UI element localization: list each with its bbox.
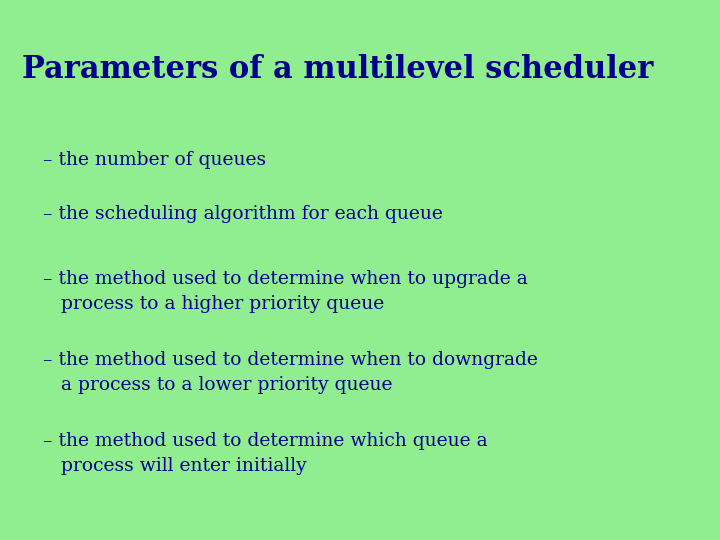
Text: – the method used to determine which queue a
   process will enter initially: – the method used to determine which que… bbox=[43, 432, 488, 475]
Text: – the scheduling algorithm for each queue: – the scheduling algorithm for each queu… bbox=[43, 205, 443, 223]
Text: – the number of queues: – the number of queues bbox=[43, 151, 266, 169]
Text: – the method used to determine when to upgrade a
   process to a higher priority: – the method used to determine when to u… bbox=[43, 270, 528, 313]
Text: – the method used to determine when to downgrade
   a process to a lower priorit: – the method used to determine when to d… bbox=[43, 351, 538, 394]
Text: Parameters of a multilevel scheduler: Parameters of a multilevel scheduler bbox=[22, 54, 653, 85]
